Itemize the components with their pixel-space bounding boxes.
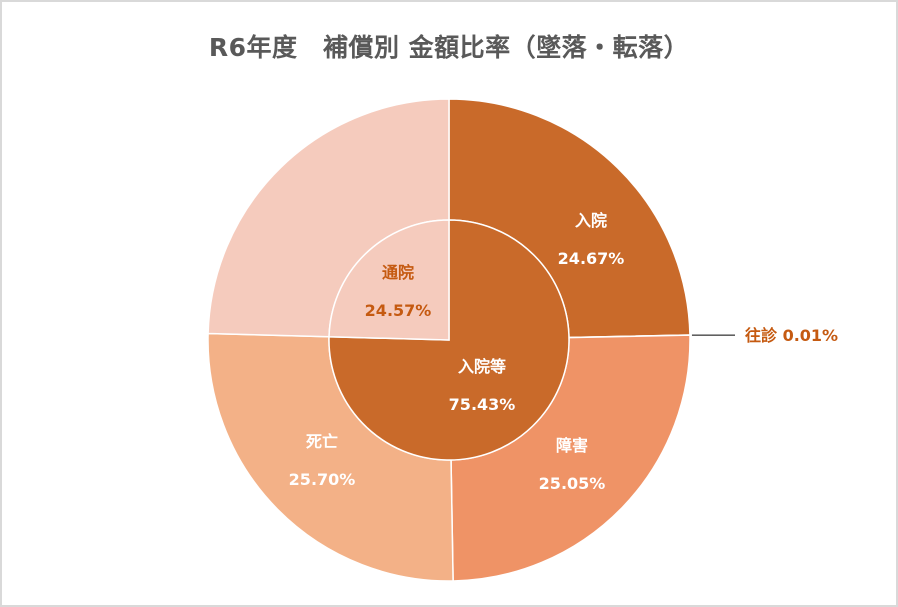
- outer-label-name: 死亡: [306, 432, 338, 451]
- inner-label-value: 75.43%: [449, 395, 516, 414]
- data-labels: 入院 24.67% 往診 0.01% 障害 25.05% 死亡 25.70% 入院等 75.43…: [289, 211, 838, 493]
- inner-ring: [328, 219, 570, 461]
- outer-label-name: 障害: [556, 436, 588, 455]
- outer-label-value: 24.67%: [558, 249, 625, 268]
- outer-label-value: 25.05%: [539, 474, 606, 493]
- inner-label-value: 24.57%: [365, 301, 432, 320]
- callout-label: 往診 0.01%: [745, 326, 838, 345]
- inner-segment: [328, 219, 450, 341]
- inner-label-name: 入院等: [458, 357, 506, 376]
- chart-title: R6年度 補償別 金額比率（墜落・転落）: [208, 33, 690, 62]
- outer-ring: [207, 98, 691, 582]
- outer-label-value: 25.70%: [289, 470, 356, 489]
- inner-label-name: 通院: [382, 263, 414, 282]
- outer-label-name: 入院: [575, 211, 607, 230]
